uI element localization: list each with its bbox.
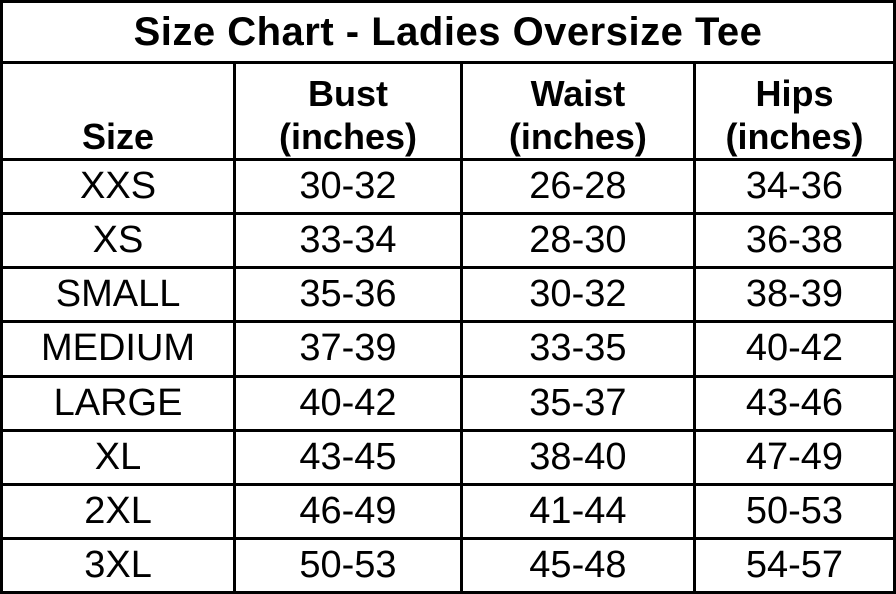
size-cell: MEDIUM: [0, 320, 237, 378]
chart-title: Size Chart - Ladies Oversize Tee: [0, 0, 896, 64]
hips-unit: (inches): [725, 115, 864, 157]
column-header-waist: Waist (inches): [459, 61, 696, 161]
waist-unit: (inches): [508, 115, 647, 157]
size-cell: XS: [0, 212, 237, 270]
waist-cell: 33-35: [459, 320, 696, 378]
bust-cell: 37-39: [233, 320, 463, 378]
table-row-small: SMALL 35-36 30-32 38-39: [0, 266, 896, 324]
column-header-bust: Bust (inches): [233, 61, 463, 161]
waist-label: Waist: [530, 72, 626, 114]
hips-cell: 43-46: [692, 374, 896, 432]
table-row-xs: XS 33-34 28-30 36-38: [0, 212, 896, 270]
waist-cell: 35-37: [459, 374, 696, 432]
table-row-3xl: 3XL 50-53 45-48 54-57: [0, 536, 896, 594]
waist-cell: 38-40: [459, 428, 696, 486]
bust-cell: 35-36: [233, 266, 463, 324]
header-row: Size Bust (inches) Waist (inches) Hips (inc…: [0, 61, 896, 161]
size-cell: SMALL: [0, 266, 237, 324]
hips-cell: 54-57: [692, 536, 896, 594]
bust-cell: 33-34: [233, 212, 463, 270]
bust-cell: 50-53: [233, 536, 463, 594]
waist-cell: 28-30: [459, 212, 696, 270]
hips-cell: 40-42: [692, 320, 896, 378]
column-header-hips: Hips (inches): [692, 61, 896, 161]
hips-label: Hips: [755, 72, 834, 114]
waist-cell: 30-32: [459, 266, 696, 324]
hips-cell: 50-53: [692, 482, 896, 540]
waist-cell: 26-28: [459, 157, 696, 216]
hips-cell: 47-49: [692, 428, 896, 486]
table-row-xxs: XXS 30-32 26-28 34-36: [0, 157, 896, 216]
bust-label: Bust: [307, 72, 388, 114]
bust-cell: 40-42: [233, 374, 463, 432]
size-cell: XXS: [0, 157, 237, 216]
size-cell: LARGE: [0, 374, 237, 432]
size-cell: 3XL: [0, 536, 237, 594]
table-row-xl: XL 43-45 38-40 47-49: [0, 428, 896, 486]
bust-unit: (inches): [278, 115, 417, 157]
hips-cell: 38-39: [692, 266, 896, 324]
waist-cell: 41-44: [459, 482, 696, 540]
table-row-large: LARGE 40-42 35-37 43-46: [0, 374, 896, 432]
size-cell: 2XL: [0, 482, 237, 540]
hips-cell: 34-36: [692, 157, 896, 216]
bust-cell: 30-32: [233, 157, 463, 216]
table-row-medium: MEDIUM 37-39 33-35 40-42: [0, 320, 896, 378]
bust-cell: 43-45: [233, 428, 463, 486]
size-cell: XL: [0, 428, 237, 486]
bust-cell: 46-49: [233, 482, 463, 540]
column-header-size: Size: [0, 61, 237, 161]
hips-cell: 36-38: [692, 212, 896, 270]
table-row-2xl: 2XL 46-49 41-44 50-53: [0, 482, 896, 540]
title-row: Size Chart - Ladies Oversize Tee: [0, 0, 896, 64]
waist-cell: 45-48: [459, 536, 696, 594]
